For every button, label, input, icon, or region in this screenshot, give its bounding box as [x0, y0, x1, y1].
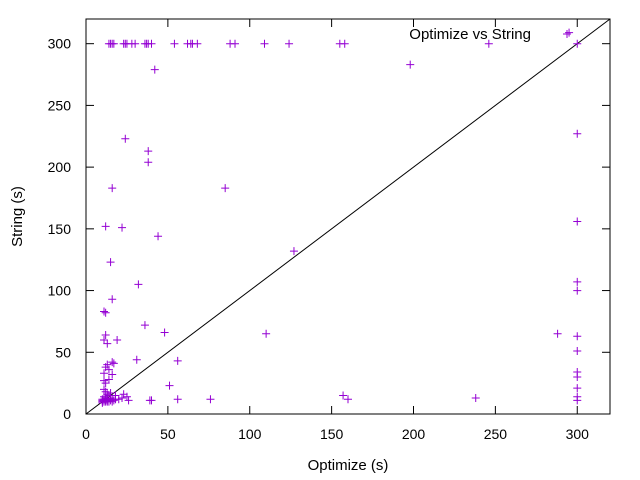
data-point — [122, 392, 131, 401]
data-point — [231, 39, 240, 48]
y-tick-label: 100 — [48, 283, 72, 299]
data-point — [106, 258, 115, 267]
data-point — [154, 232, 163, 241]
series-points — [98, 28, 582, 407]
data-point — [109, 39, 118, 48]
data-point — [573, 286, 582, 295]
data-point — [173, 395, 182, 404]
data-point — [147, 396, 156, 405]
y-tick-label: 200 — [48, 159, 72, 175]
x-tick-label: 50 — [160, 426, 176, 442]
y-tick-label: 150 — [48, 221, 72, 237]
data-point — [144, 158, 153, 167]
data-point — [104, 365, 113, 374]
data-point — [260, 39, 269, 48]
data-point — [406, 60, 415, 69]
y-tick-label: 250 — [48, 97, 72, 113]
data-point — [165, 381, 174, 390]
data-point — [131, 39, 140, 48]
data-point — [573, 384, 582, 393]
x-tick-label: 300 — [566, 426, 590, 442]
data-point — [553, 329, 562, 338]
data-point — [118, 223, 127, 232]
data-point — [100, 307, 109, 316]
data-point — [573, 129, 582, 138]
x-tick-label: 100 — [238, 426, 262, 442]
data-point — [573, 396, 582, 405]
data-point — [101, 308, 110, 317]
data-point — [100, 369, 109, 378]
data-point — [140, 321, 149, 330]
data-point — [206, 395, 215, 404]
data-point — [262, 329, 271, 338]
data-point — [114, 395, 123, 404]
y-tick-label: 50 — [55, 344, 71, 360]
data-point — [484, 39, 493, 48]
data-point — [573, 217, 582, 226]
data-point — [339, 391, 348, 400]
data-point — [150, 65, 159, 74]
data-point — [344, 395, 352, 404]
data-point — [170, 39, 179, 48]
data-point — [285, 39, 294, 48]
data-point — [193, 39, 202, 48]
data-point — [109, 396, 118, 405]
legend-label: Optimize vs String — [409, 26, 531, 43]
data-point — [103, 339, 112, 348]
data-point — [101, 222, 110, 231]
data-point — [289, 247, 298, 256]
data-point — [160, 328, 169, 337]
data-point — [147, 39, 156, 48]
data-point — [121, 134, 130, 143]
data-point — [573, 39, 582, 48]
data-point — [124, 396, 133, 405]
x-axis-label: Optimize (s) — [308, 457, 389, 474]
y-tick-label: 0 — [63, 406, 71, 422]
data-point — [340, 39, 349, 48]
data-point — [108, 358, 117, 367]
data-point — [101, 379, 110, 388]
x-tick-label: 150 — [320, 426, 344, 442]
data-point — [573, 347, 582, 356]
data-point — [132, 355, 141, 364]
data-point — [173, 356, 182, 365]
y-tick-label: 300 — [48, 36, 72, 52]
data-point — [113, 335, 122, 344]
x-tick-label: 200 — [402, 426, 426, 442]
data-point — [104, 375, 113, 384]
plot-area: 0 50 100 150 200 250 300 0 50 100 150 200 250 300 Opti… — [9, 18, 611, 474]
legend-marker — [563, 30, 571, 38]
y-axis-label: String (s) — [9, 186, 26, 247]
data-point — [108, 370, 117, 379]
plot-border — [85, 18, 611, 415]
x-tick-label: 0 — [82, 426, 90, 442]
data-point — [109, 359, 118, 368]
data-point — [573, 277, 582, 286]
data-point — [565, 28, 574, 37]
data-point — [108, 184, 117, 193]
data-point — [100, 335, 109, 344]
data-point — [144, 147, 153, 156]
data-point — [471, 393, 480, 402]
x-tick-label: 250 — [484, 426, 508, 442]
data-point — [573, 332, 582, 341]
diagonal-reference-line — [85, 18, 611, 415]
data-point — [118, 393, 127, 402]
data-point — [101, 331, 110, 339]
data-point — [221, 184, 230, 193]
data-point — [573, 372, 582, 381]
data-point — [134, 280, 143, 289]
data-point — [108, 295, 117, 304]
